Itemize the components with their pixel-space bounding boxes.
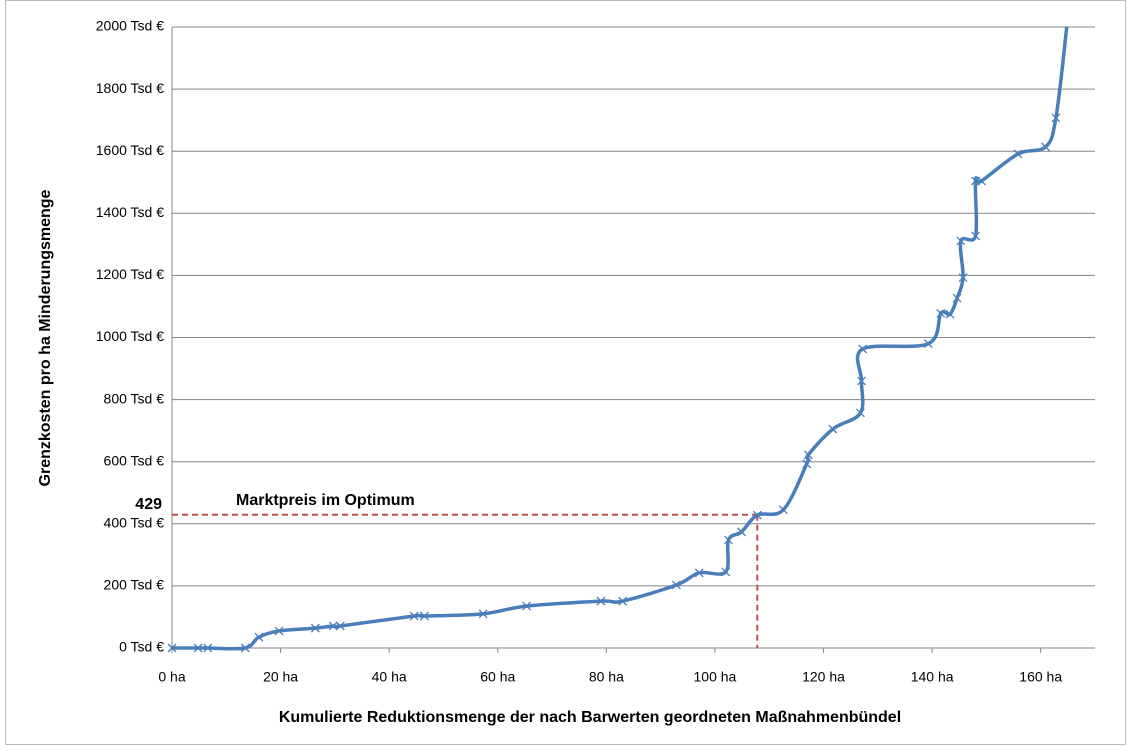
annotation: Marktpreis im Optimum <box>236 492 415 509</box>
y-tick-label: 600 Tsd € <box>104 452 165 468</box>
marker <box>1013 149 1023 159</box>
y-axis-title: Grenzkosten pro ha Minderungsmenge <box>37 189 54 486</box>
y-tick-label: 200 Tsd € <box>104 577 165 593</box>
marker <box>952 293 962 303</box>
y-tick-label: 2000 Tsd € <box>96 18 164 34</box>
marker <box>335 621 345 631</box>
marker <box>203 643 213 653</box>
marker <box>977 176 986 186</box>
marker <box>167 643 177 653</box>
marker <box>254 632 264 642</box>
marker <box>409 611 419 621</box>
marker <box>724 535 733 545</box>
x-tick-label: 160 ha <box>1019 669 1062 685</box>
x-tick-label: 20 ha <box>263 669 298 685</box>
marker <box>478 609 488 619</box>
marker <box>310 623 320 633</box>
chart-frame <box>5 0 1126 745</box>
y-tick-label: 1200 Tsd € <box>96 266 164 282</box>
marker <box>694 568 704 578</box>
x-tick-label: 0 ha <box>158 669 185 685</box>
y-tick-label: 400 Tsd € <box>104 515 165 531</box>
marker <box>857 376 866 386</box>
y-tick-label: 1800 Tsd € <box>96 80 164 96</box>
marker <box>858 344 868 354</box>
marker <box>1041 142 1051 152</box>
marker <box>802 459 812 469</box>
marker <box>274 626 284 636</box>
marker <box>193 643 203 653</box>
marker <box>671 580 681 590</box>
marker <box>328 621 338 631</box>
marker <box>522 601 532 611</box>
marker <box>945 309 955 319</box>
x-tick-label: 120 ha <box>802 669 845 685</box>
marker <box>420 611 429 621</box>
y-tick-label: 1400 Tsd € <box>96 204 164 220</box>
marker <box>618 596 628 606</box>
y-tick-label: 0 Tsd € <box>119 639 164 655</box>
x-tick-label: 40 ha <box>372 669 407 685</box>
marker <box>971 231 981 241</box>
marker <box>936 308 946 318</box>
y-tick-label: 800 Tsd € <box>104 390 165 406</box>
marker <box>855 408 865 418</box>
x-tick-label: 140 ha <box>911 669 954 685</box>
marker <box>828 424 838 434</box>
x-tick-label: 60 ha <box>480 669 515 685</box>
marker <box>240 643 250 653</box>
x-tick-label: 80 ha <box>589 669 624 685</box>
x-tick-label: 100 ha <box>694 669 737 685</box>
marker <box>1051 113 1061 123</box>
marker <box>737 527 747 537</box>
marker <box>956 236 966 246</box>
y-tick-label: 1000 Tsd € <box>96 328 164 344</box>
reference-value: 429 <box>135 496 162 513</box>
x-axis-title: Kumulierte Reduktionsmenge der nach Barw… <box>279 709 901 726</box>
marker <box>778 505 788 515</box>
marker <box>958 273 968 283</box>
marker <box>596 596 606 606</box>
marker <box>923 339 933 349</box>
marker <box>752 510 762 520</box>
marker <box>803 450 813 460</box>
marker <box>721 567 731 577</box>
y-tick-label: 1600 Tsd € <box>96 142 164 158</box>
